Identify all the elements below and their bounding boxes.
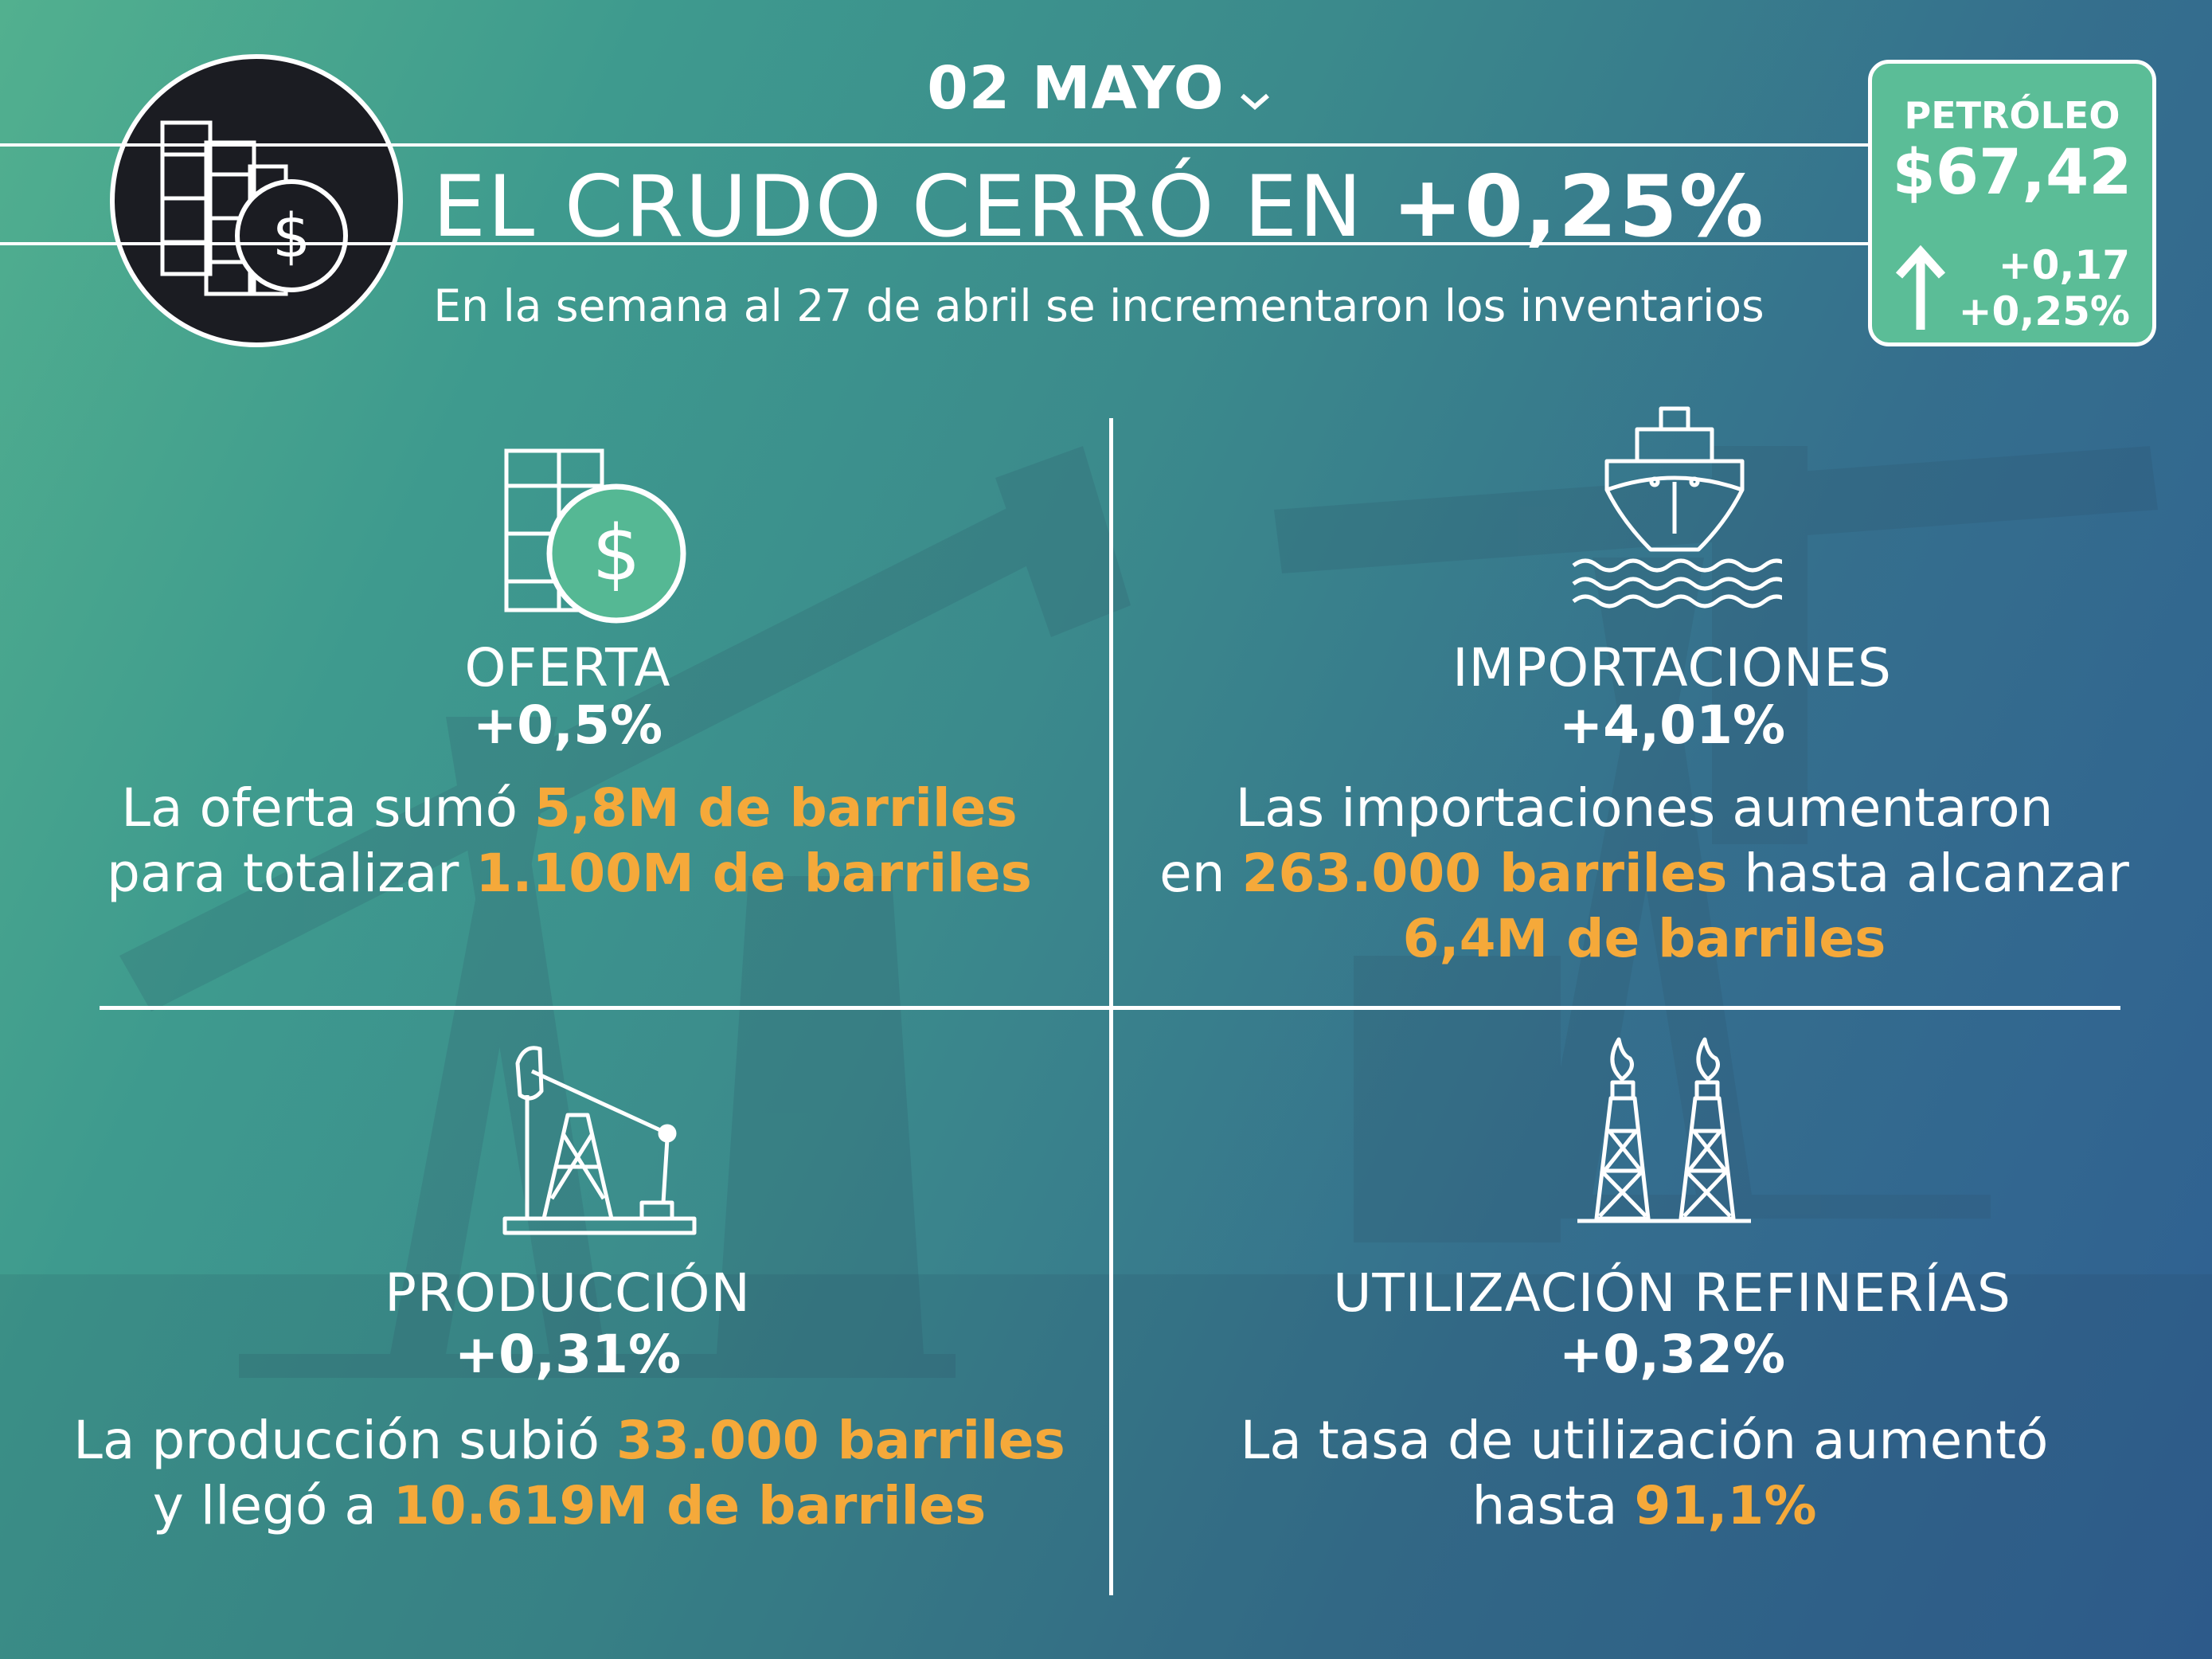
oferta-highlight: 5,8M de barriles	[533, 777, 1018, 839]
importaciones-line-1: Las importaciones aumentaron	[1131, 776, 2158, 841]
refinerias-line-2: hasta 91,1%	[1131, 1473, 2158, 1539]
produccion-pct: +0,31%	[454, 1324, 682, 1385]
oil-barrels-dollar-icon: $	[504, 448, 686, 624]
refinerias-pct: +0,32%	[1558, 1324, 1786, 1385]
price-label: PETRÓLEO	[1904, 94, 2120, 137]
produccion-title: PRODUCCIÓN	[385, 1262, 751, 1324]
chevron-down-icon	[1239, 57, 1271, 126]
headline-value: +0,25%	[1392, 158, 1765, 256]
price-change-abs: +0,17	[1998, 242, 2130, 288]
produccion-line-2: y llegó a 10.619M de barriles	[32, 1473, 1107, 1539]
importaciones-line-3: 6,4M de barriles	[1131, 906, 2158, 972]
oferta-text: para totalizar	[107, 843, 476, 904]
oferta-title: OFERTA	[464, 637, 671, 698]
refinerias-text: hasta	[1471, 1475, 1635, 1536]
svg-text:$: $	[272, 200, 311, 271]
headline-prefix: EL CRUDO CERRÓ EN	[432, 158, 1393, 256]
produccion-highlight: 10.619M de barriles	[393, 1475, 987, 1536]
oferta-pct: +0,5%	[472, 695, 663, 756]
flare-towers-icon	[1577, 1037, 1751, 1223]
arrow-up-icon	[1895, 245, 1946, 330]
produccion-line-1: La producción subió 33.000 barriles	[32, 1408, 1107, 1473]
svg-text:$: $	[592, 509, 640, 598]
headline: EL CRUDO CERRÓ EN +0,25%	[334, 158, 1863, 256]
refinerias-line-1: La tasa de utilización aumentó	[1131, 1408, 2158, 1473]
oferta-text: La oferta sumó	[121, 777, 534, 839]
produccion-description: La producción subió 33.000 barriles y ll…	[32, 1408, 1107, 1539]
oferta-highlight: 1.100M de barriles	[475, 843, 1032, 904]
refinerias-text: La tasa de utilización aumentó	[1240, 1410, 2049, 1471]
pumpjack-icon	[502, 1046, 697, 1235]
refinerias-title: UTILIZACIÓN REFINERÍAS	[1333, 1262, 2011, 1324]
refinerias-description: La tasa de utilización aumentó hasta 91,…	[1131, 1408, 2158, 1539]
importaciones-highlight: 6,4M de barriles	[1402, 908, 1886, 969]
importaciones-text: en	[1159, 843, 1242, 904]
oferta-line-1: La oferta sumó 5,8M de barriles	[32, 776, 1107, 841]
importaciones-description: Las importaciones aumentaron en 263.000 …	[1131, 776, 2158, 972]
oferta-line-2: para totalizar 1.100M de barriles	[32, 841, 1107, 906]
price-box: PETRÓLEO $67,42 +0,17 +0,25%	[1868, 60, 2156, 346]
oferta-description: La oferta sumó 5,8M de barriles para tot…	[32, 776, 1107, 906]
divider-horizontal	[100, 1006, 2120, 1010]
importaciones-line-2: en 263.000 barriles hasta alcanzar	[1131, 841, 2158, 906]
logo-badge: $	[110, 54, 403, 347]
refinerias-highlight: 91,1%	[1634, 1475, 1817, 1536]
price-change-pct: +0,25%	[1958, 288, 2130, 335]
subtitle: En la semana al 27 de abril se increment…	[433, 280, 1765, 331]
importaciones-text: Las importaciones aumentaron	[1235, 777, 2054, 839]
tanker-ship-icon	[1572, 406, 1782, 608]
produccion-highlight: 33.000 barriles	[616, 1410, 1065, 1471]
date-label: 02 MAYO	[927, 54, 1225, 123]
price-value: $67,42	[1892, 137, 2132, 209]
produccion-text: La producción subió	[73, 1410, 616, 1471]
produccion-text: y llegó a	[152, 1475, 393, 1536]
importaciones-highlight: 263.000 barriles	[1241, 843, 1728, 904]
importaciones-title: IMPORTACIONES	[1452, 637, 1892, 698]
oil-barrels-dollar-icon: $	[160, 120, 348, 296]
importaciones-text: hasta alcanzar	[1727, 843, 2129, 904]
importaciones-pct: +4,01%	[1558, 695, 1786, 756]
date-selector[interactable]: 02 MAYO	[876, 54, 1322, 126]
